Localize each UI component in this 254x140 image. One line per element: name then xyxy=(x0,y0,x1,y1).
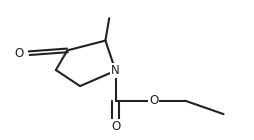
Text: N: N xyxy=(111,64,120,77)
Text: O: O xyxy=(111,120,120,132)
Text: O: O xyxy=(14,47,24,60)
Text: O: O xyxy=(149,94,158,107)
